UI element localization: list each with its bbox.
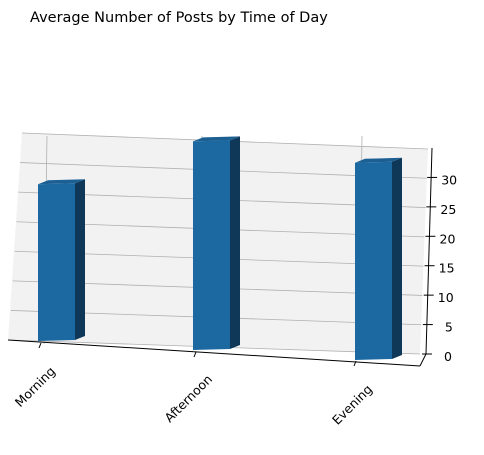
bar-side	[75, 179, 85, 340]
bar-top	[193, 136, 240, 142]
bar-evening	[355, 157, 402, 360]
bar-front	[193, 140, 230, 350]
z-tick-label: 25	[440, 202, 456, 217]
x-tick-label: Afternoon	[161, 372, 215, 426]
x-tick-mark	[193, 351, 197, 358]
z-tick-label: 20	[440, 231, 456, 246]
z-tick-label: 15	[439, 261, 455, 276]
bar-top	[355, 157, 402, 163]
x-tick-label: Morning	[12, 364, 58, 410]
bar-side	[392, 157, 402, 359]
bar-side	[230, 136, 240, 349]
bar-front	[355, 161, 392, 360]
z-axis-ticks: 0 5 10 15 20 25 30	[422, 172, 457, 364]
bar-morning	[38, 179, 85, 341]
x-axis-line	[7, 339, 421, 367]
z-tick-label: 30	[441, 172, 457, 187]
z-tick-label: 10	[438, 290, 454, 305]
bar-top	[38, 179, 85, 185]
axes	[7, 147, 433, 367]
bar-front	[38, 183, 75, 341]
bars	[38, 136, 402, 360]
x-axis-ticks: Morning Afternoon Evening	[12, 342, 375, 428]
floor-edge	[419, 353, 427, 367]
x-tick-mark	[353, 360, 357, 367]
x-tick-label: Evening	[329, 382, 375, 428]
z-tick-label: 0	[444, 349, 452, 364]
z-tick-label: 5	[445, 320, 453, 335]
bar-afternoon	[193, 136, 240, 350]
chart-title: Average Number of Posts by Time of Day	[30, 10, 328, 26]
x-tick-mark	[38, 342, 42, 349]
z-axis-line	[425, 147, 433, 355]
